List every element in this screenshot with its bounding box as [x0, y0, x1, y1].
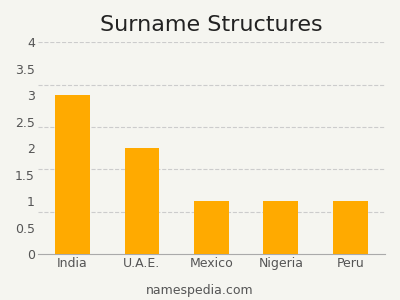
Bar — [124, 148, 159, 254]
Text: namespedia.com: namespedia.com — [146, 284, 254, 297]
Bar — [55, 95, 90, 254]
Title: Surname Structures: Surname Structures — [100, 15, 323, 35]
Bar — [333, 201, 368, 254]
Bar — [194, 201, 229, 254]
Bar — [264, 201, 298, 254]
